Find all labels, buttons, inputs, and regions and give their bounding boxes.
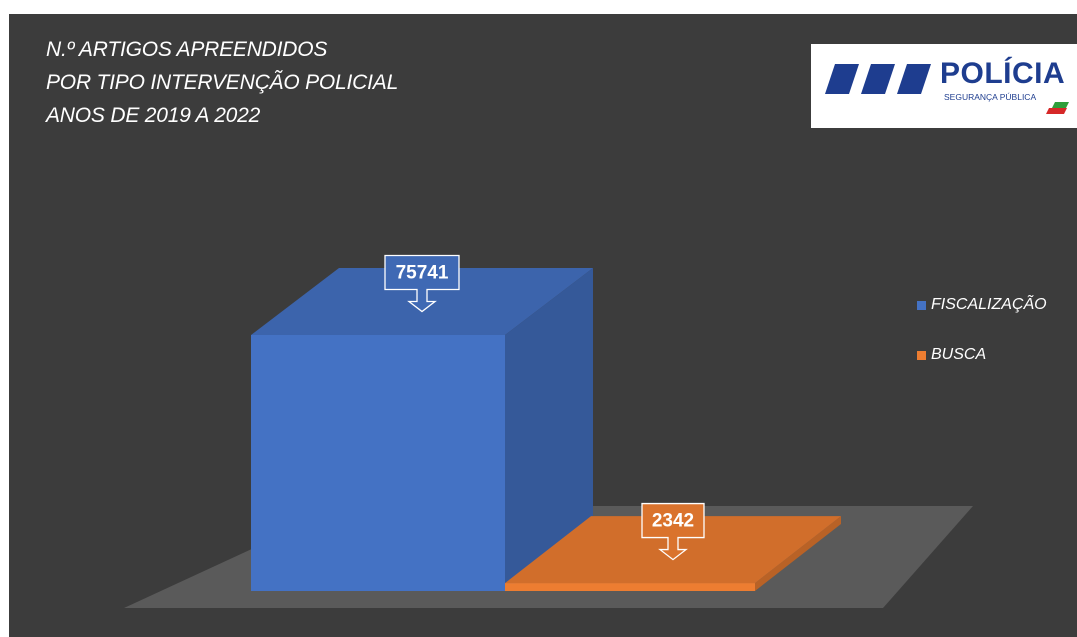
legend-item-busca: BUSCA (917, 346, 986, 364)
legend-label-busca: BUSCA (931, 346, 987, 363)
legend-item-fiscalizacao: FISCALIZAÇÃO (917, 296, 1047, 314)
psp-logo: POLÍCIA SEGURANÇA PÚBLICA (811, 44, 1077, 128)
chart-area: N.º ARTIGOS APREENDIDOS POR TIPO INTERVE… (9, 14, 1077, 637)
legend-swatch-busca (917, 350, 926, 360)
bar-side-face (505, 268, 593, 591)
data-label-callout (384, 254, 460, 313)
data-label-callout (641, 502, 705, 561)
chart-title-line-3: ANOS DE 2019 A 2022 (46, 104, 261, 127)
chart-title-line-1: N.º ARTIGOS APREENDIDOS (46, 38, 328, 61)
labels-layer: 75741 2342 (384, 254, 705, 561)
legend-label-fiscalizacao: FISCALIZAÇÃO (931, 296, 1047, 313)
data-label-text: 2342 (652, 511, 694, 532)
data-label-0: 75741 (384, 254, 460, 313)
bars-layer (251, 268, 841, 591)
logo-subtitle: SEGURANÇA PÚBLICA (944, 92, 1037, 102)
logo-stripes-icon (825, 64, 1069, 114)
bar-0 (251, 268, 593, 591)
logo-word: POLÍCIA (940, 57, 1066, 90)
data-label-1: 2342 (641, 502, 705, 561)
bar-front-face (505, 583, 755, 591)
bar-side-face (755, 516, 841, 591)
legend-swatch-fiscalizacao (917, 300, 926, 310)
plot-area: 75741 2342 (124, 254, 973, 608)
data-label-text: 75741 (396, 263, 449, 284)
bar-front-face (251, 335, 505, 591)
chart-title-line-2: POR TIPO INTERVENÇÃO POLICIAL (46, 71, 399, 94)
